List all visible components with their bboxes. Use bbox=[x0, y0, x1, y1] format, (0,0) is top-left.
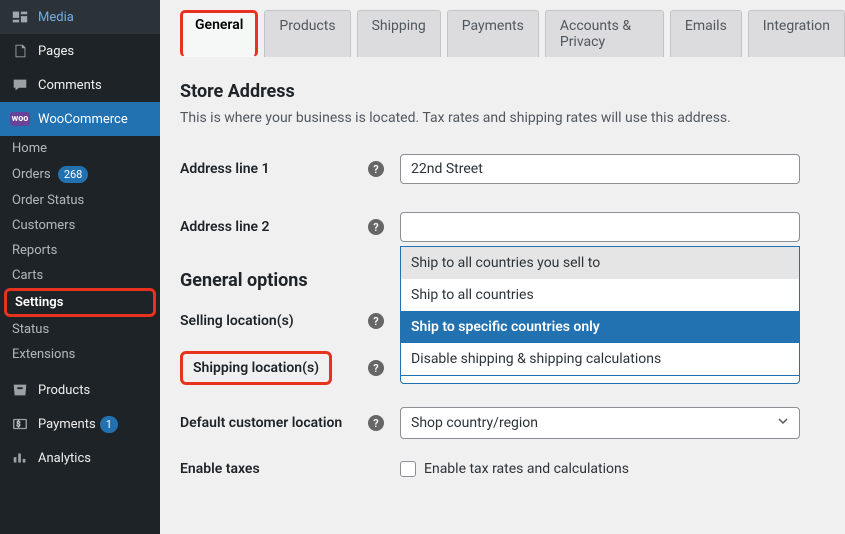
tab-payments[interactable]: Payments bbox=[447, 10, 539, 57]
settings-tabs: General Products Shipping Payments Accou… bbox=[180, 0, 845, 57]
sidebar-sub-order-status[interactable]: Order Status bbox=[0, 188, 160, 213]
sidebar-sub-carts[interactable]: Carts bbox=[0, 263, 160, 288]
row-address-1: Address line 1 ? bbox=[180, 154, 845, 184]
store-address-desc: This is where your business is located. … bbox=[180, 110, 845, 126]
svg-text:$: $ bbox=[16, 420, 20, 429]
selling-location-label: Selling location(s) bbox=[180, 313, 294, 329]
dropdown-option[interactable]: Ship to all countries bbox=[401, 279, 799, 311]
orders-count-badge: 268 bbox=[58, 166, 89, 183]
dropdown-option[interactable]: Ship to all countries you sell to bbox=[401, 247, 799, 279]
enable-taxes-option-label: Enable tax rates and calculations bbox=[424, 461, 629, 477]
enable-taxes-label: Enable taxes bbox=[180, 461, 260, 477]
select-value: Shop country/region bbox=[411, 415, 538, 431]
payments-count-badge: 1 bbox=[100, 416, 118, 433]
sidebar-item-woocommerce[interactable]: woo WooCommerce bbox=[0, 102, 160, 136]
sidebar-item-payments[interactable]: $ Payments 1 bbox=[0, 407, 160, 441]
sidebar-sub-extensions[interactable]: Extensions bbox=[0, 342, 160, 367]
woocommerce-icon: woo bbox=[10, 109, 30, 129]
sidebar-sub-label: Orders bbox=[12, 167, 51, 182]
help-icon[interactable]: ? bbox=[368, 415, 384, 431]
help-icon[interactable]: ? bbox=[368, 219, 384, 235]
address-1-input[interactable] bbox=[400, 154, 800, 184]
address-2-input[interactable] bbox=[400, 212, 800, 242]
address-2-label: Address line 2 bbox=[180, 219, 270, 235]
dropdown-option-selected[interactable]: Ship to specific countries only bbox=[401, 311, 799, 343]
sidebar-sub-settings[interactable]: Settings bbox=[4, 288, 156, 317]
sidebar-sub-home[interactable]: Home bbox=[0, 136, 160, 161]
comments-icon bbox=[10, 75, 30, 95]
media-icon bbox=[10, 7, 30, 27]
sidebar-sub-customers[interactable]: Customers bbox=[0, 213, 160, 238]
sidebar-sub-orders[interactable]: Orders 268 bbox=[0, 161, 160, 188]
tab-accounts[interactable]: Accounts & Privacy bbox=[545, 10, 664, 57]
tab-shipping[interactable]: Shipping bbox=[357, 10, 441, 57]
help-icon[interactable]: ? bbox=[368, 161, 384, 177]
sidebar-item-label: Payments bbox=[38, 417, 96, 432]
tab-general[interactable]: General bbox=[180, 10, 258, 57]
store-address-heading: Store Address bbox=[180, 81, 845, 102]
main-content: General Products Shipping Payments Accou… bbox=[160, 0, 845, 534]
sidebar-item-label: WooCommerce bbox=[38, 112, 128, 127]
sidebar-item-label: Comments bbox=[38, 78, 102, 93]
sidebar-item-media[interactable]: Media bbox=[0, 0, 160, 34]
payments-icon: $ bbox=[10, 414, 30, 434]
analytics-icon bbox=[10, 448, 30, 468]
chevron-down-icon bbox=[777, 415, 789, 431]
help-icon[interactable]: ? bbox=[368, 360, 384, 376]
row-default-location: Default customer location ? Shop country… bbox=[180, 407, 845, 439]
sidebar-item-label: Media bbox=[38, 10, 74, 25]
pages-icon bbox=[10, 41, 30, 61]
help-icon[interactable]: ? bbox=[368, 313, 384, 329]
default-location-select[interactable]: Shop country/region bbox=[400, 407, 800, 439]
sidebar-item-label: Analytics bbox=[38, 451, 91, 466]
shipping-location-label: Shipping location(s) bbox=[180, 351, 332, 385]
products-icon bbox=[10, 380, 30, 400]
sidebar-item-comments[interactable]: Comments bbox=[0, 68, 160, 102]
address-1-label: Address line 1 bbox=[180, 161, 270, 177]
tab-products[interactable]: Products bbox=[264, 10, 350, 57]
sidebar-item-label: Products bbox=[38, 383, 90, 398]
dropdown-option[interactable]: Disable shipping & shipping calculations bbox=[401, 343, 799, 375]
shipping-location-dropdown: Ship to all countries you sell to Ship t… bbox=[400, 246, 800, 376]
tab-integration[interactable]: Integration bbox=[748, 10, 845, 57]
sidebar-sub-reports[interactable]: Reports bbox=[0, 238, 160, 263]
sidebar-item-pages[interactable]: Pages bbox=[0, 34, 160, 68]
sidebar-item-analytics[interactable]: Analytics bbox=[0, 441, 160, 475]
sidebar-item-label: Pages bbox=[38, 44, 74, 59]
default-location-label: Default customer location bbox=[180, 415, 342, 431]
row-enable-taxes: Enable taxes Enable tax rates and calcul… bbox=[180, 461, 845, 477]
row-address-2: Address line 2 ? Ship to all countries y… bbox=[180, 212, 845, 242]
tab-emails[interactable]: Emails bbox=[670, 10, 742, 57]
enable-taxes-checkbox[interactable] bbox=[400, 461, 416, 477]
sidebar-sub-status[interactable]: Status bbox=[0, 317, 160, 342]
sidebar-item-products[interactable]: Products bbox=[0, 373, 160, 407]
admin-sidebar: Media Pages Comments woo WooCommerce Hom… bbox=[0, 0, 160, 534]
